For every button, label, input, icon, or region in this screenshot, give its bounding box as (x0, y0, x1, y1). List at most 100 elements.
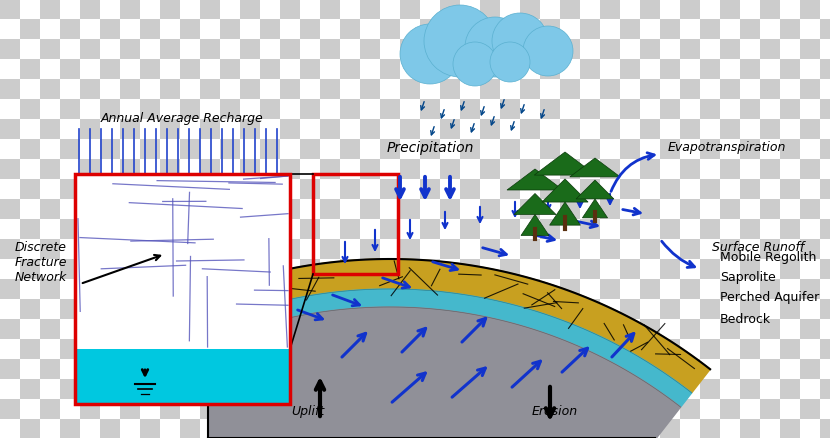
Bar (40, 180, 60, 200)
Polygon shape (535, 153, 596, 176)
Bar (60, 219, 80, 240)
Bar (180, 299, 200, 319)
Bar (500, 379, 520, 399)
Bar (660, 140, 680, 159)
Bar (560, 419, 580, 438)
Bar (420, 180, 440, 200)
Bar (420, 399, 440, 419)
Bar (120, 240, 140, 259)
Circle shape (465, 18, 525, 78)
Bar (600, 159, 620, 180)
Bar (260, 200, 280, 219)
Bar (420, 140, 440, 159)
Bar (240, 279, 260, 299)
Bar (420, 100, 440, 120)
Bar (480, 159, 500, 180)
Bar (0, 419, 20, 438)
Bar (740, 0, 760, 20)
Bar (740, 279, 760, 299)
Bar (760, 419, 780, 438)
Bar (20, 200, 40, 219)
Bar (220, 399, 240, 419)
Bar (580, 379, 600, 399)
Bar (20, 319, 40, 339)
Bar (180, 140, 200, 159)
Bar (400, 100, 420, 120)
Bar (420, 319, 440, 339)
Bar (380, 419, 400, 438)
Bar (100, 419, 120, 438)
Bar (760, 259, 780, 279)
Bar (700, 259, 720, 279)
Bar (460, 80, 480, 100)
Bar (40, 279, 60, 299)
Bar (640, 159, 660, 180)
Bar (500, 80, 520, 100)
Bar (700, 60, 720, 80)
Bar (20, 259, 40, 279)
Bar (820, 359, 830, 379)
Bar (760, 80, 780, 100)
Bar (240, 140, 260, 159)
Bar (440, 219, 460, 240)
Bar (180, 180, 200, 200)
Bar (140, 419, 160, 438)
Bar (180, 219, 200, 240)
Bar (520, 20, 540, 40)
Bar (160, 339, 180, 359)
Bar (800, 200, 820, 219)
Bar (500, 180, 520, 200)
Bar (320, 60, 340, 80)
Bar (520, 0, 540, 20)
Bar (740, 159, 760, 180)
Bar (140, 219, 160, 240)
Bar (680, 0, 700, 20)
Bar (340, 100, 360, 120)
Bar (560, 219, 580, 240)
Bar (460, 219, 480, 240)
Bar (720, 159, 740, 180)
Bar (600, 379, 620, 399)
Bar (520, 60, 540, 80)
Bar (620, 399, 640, 419)
Bar (800, 140, 820, 159)
Bar (260, 379, 280, 399)
Bar (500, 279, 520, 299)
Bar (700, 219, 720, 240)
Bar (40, 359, 60, 379)
Bar (160, 419, 180, 438)
Bar (700, 0, 720, 20)
Bar (520, 219, 540, 240)
Bar (660, 219, 680, 240)
Bar (520, 279, 540, 299)
Bar (660, 200, 680, 219)
Bar (580, 399, 600, 419)
Bar (260, 359, 280, 379)
Bar (780, 299, 800, 319)
Bar (660, 100, 680, 120)
Bar (820, 159, 830, 180)
Bar (520, 399, 540, 419)
Bar (660, 299, 680, 319)
Bar (520, 359, 540, 379)
Bar (620, 0, 640, 20)
Bar (120, 359, 140, 379)
Bar (660, 339, 680, 359)
Bar (140, 180, 160, 200)
Bar (380, 159, 400, 180)
Bar (680, 40, 700, 60)
Bar (720, 379, 740, 399)
Bar (780, 100, 800, 120)
Bar (100, 219, 120, 240)
Bar (600, 259, 620, 279)
Bar (660, 259, 680, 279)
Bar (780, 240, 800, 259)
Bar (760, 200, 780, 219)
Bar (780, 200, 800, 219)
Bar (260, 100, 280, 120)
Bar (500, 399, 520, 419)
Bar (420, 80, 440, 100)
Bar (580, 259, 600, 279)
Bar (200, 299, 220, 319)
Bar (100, 259, 120, 279)
